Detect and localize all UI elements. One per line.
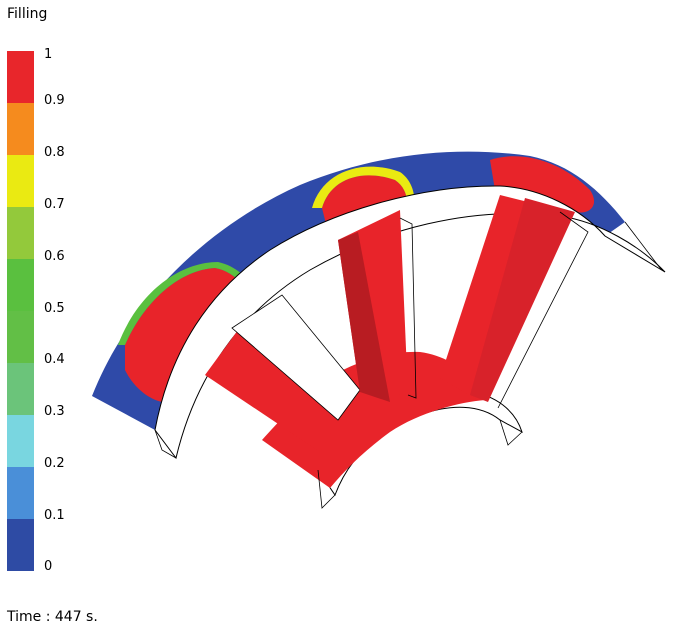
- legend-tick: 0.7: [44, 197, 65, 212]
- spoke-right-shade: [470, 198, 575, 402]
- legend-tick: 0.6: [44, 249, 65, 264]
- rim-fill-right: [490, 156, 595, 213]
- legend-tick: 0.3: [44, 404, 65, 419]
- legend-band: [7, 467, 34, 519]
- legend-tick: 0.2: [44, 456, 65, 471]
- spoke-left: [205, 330, 338, 452]
- legend-band: [7, 207, 34, 259]
- legend-band: [7, 363, 34, 415]
- legend-band: [7, 259, 34, 311]
- wireframe: [154, 211, 666, 509]
- legend-tick: 1: [44, 47, 53, 62]
- legend-title: Filling: [7, 6, 48, 22]
- legend-band: [7, 311, 34, 363]
- color-legend: [7, 51, 34, 571]
- legend-tick: 0: [44, 559, 53, 574]
- rim-fill-left-halo: [118, 262, 259, 345]
- legend-band: [7, 519, 34, 571]
- legend-band: [7, 415, 34, 467]
- legend-tick: 0.9: [44, 93, 65, 108]
- legend-band: [7, 51, 34, 103]
- legend-band: [7, 103, 34, 155]
- legend-tick: 0.4: [44, 352, 65, 367]
- rim-fill-center-halo: [312, 166, 415, 222]
- legend-band: [7, 155, 34, 207]
- legend-tick: 0.1: [44, 508, 65, 523]
- time-status: Time : 447 s.: [7, 609, 98, 625]
- legend-tick: 0.5: [44, 301, 65, 316]
- legend-tick: 0.8: [44, 145, 65, 160]
- spoke-center-shade: [338, 232, 390, 402]
